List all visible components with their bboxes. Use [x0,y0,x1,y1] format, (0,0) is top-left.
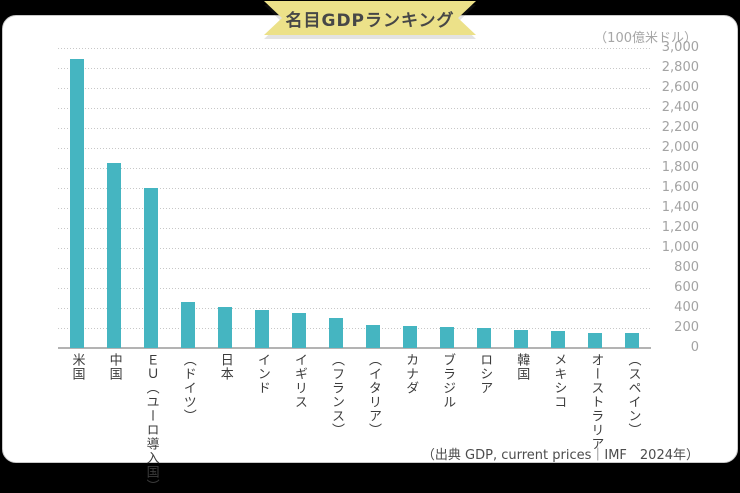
chart-card: 名目GDPランキング （100億米ドル） 0 200 400 600 800 1,000 1… [2,15,738,493]
bar [106,163,121,348]
gridline [58,227,651,229]
y-axis-labels: 0 200 400 600 800 1,000 1,200 1,400 1,600 1,800 2,… [653,40,699,355]
x-category-label: ブラジル [440,353,456,409]
y-axis-unit-label: （100億米ドル） [594,31,697,46]
x-category-label: メキシコ [551,353,567,409]
gridline [58,107,651,109]
title-ribbon: 名目GDPランキング [264,1,476,35]
gridline [58,47,651,49]
bar [514,330,529,348]
gridline [58,327,651,329]
x-category-label: ロシア [477,353,493,395]
y-tick-label: 1,400 [661,200,699,215]
page-title: 名目GDPランキング [285,10,455,31]
bar [366,324,381,348]
y-tick-label: 1,800 [661,160,699,175]
gridline [58,287,651,289]
bar [588,332,603,348]
y-tick-label: 3,000 [661,40,699,55]
bar [180,302,195,348]
gridline [58,267,651,269]
x-category-label: 韓国 [514,353,530,381]
y-tick-label: 1,200 [661,220,699,235]
x-axis-labels: 米国 中国 ＥＵ（ユーロ導入国） （ドイツ） 日本 インド イギリス （フランス） （イタリア）… [58,353,651,493]
y-tick-label: 1,000 [661,240,699,255]
bar [551,330,566,348]
y-tick-label: 2,600 [661,80,699,95]
y-tick-label: 600 [674,280,699,295]
y-tick-label: 2,800 [661,60,699,75]
x-category-label: カナダ [403,353,419,395]
gridline [58,207,651,209]
bar [477,327,492,348]
y-tick-label: 200 [674,320,699,335]
y-tick-label: 800 [674,260,699,275]
y-tick-label: 2,400 [661,100,699,115]
bar [625,333,640,348]
bar [143,188,158,348]
gridline [58,167,651,169]
gridline [58,187,651,189]
x-category-label: インド [254,353,270,395]
bar [403,325,418,348]
x-category-label: （スペイン） [625,353,641,437]
x-category-label: （イタリア） [366,353,382,437]
x-category-label: （ドイツ） [180,353,196,423]
bar [291,312,306,348]
x-category-label: （フランス） [328,353,344,437]
bar [69,59,84,348]
plot-area [58,47,651,349]
gridline [58,147,651,149]
source-note: （出典 GDP, current prices｜IMF 2024年） [421,448,699,463]
x-category-label: 米国 [69,353,85,381]
y-tick-label: 400 [674,300,699,315]
bar [328,318,343,348]
x-category-label: 中国 [106,353,122,381]
bar [440,327,455,348]
y-tick-label: 2,200 [661,120,699,135]
gridline [58,67,651,69]
x-axis-baseline [58,347,651,349]
x-category-label: オーストラリア [588,353,604,451]
gridline [58,127,651,129]
y-tick-label: 0 [690,340,699,355]
title-ribbon-shape: 名目GDPランキング [264,1,476,35]
gridline [58,247,651,249]
x-category-label: 日本 [217,353,233,381]
y-tick-label: 1,600 [661,180,699,195]
bar [217,306,232,348]
x-category-label: イギリス [291,353,307,409]
x-category-label: ＥＵ（ユーロ導入国） [143,353,159,493]
bar [254,309,269,348]
gridline [58,307,651,309]
gridline [58,87,651,89]
y-tick-label: 2,000 [661,140,699,155]
